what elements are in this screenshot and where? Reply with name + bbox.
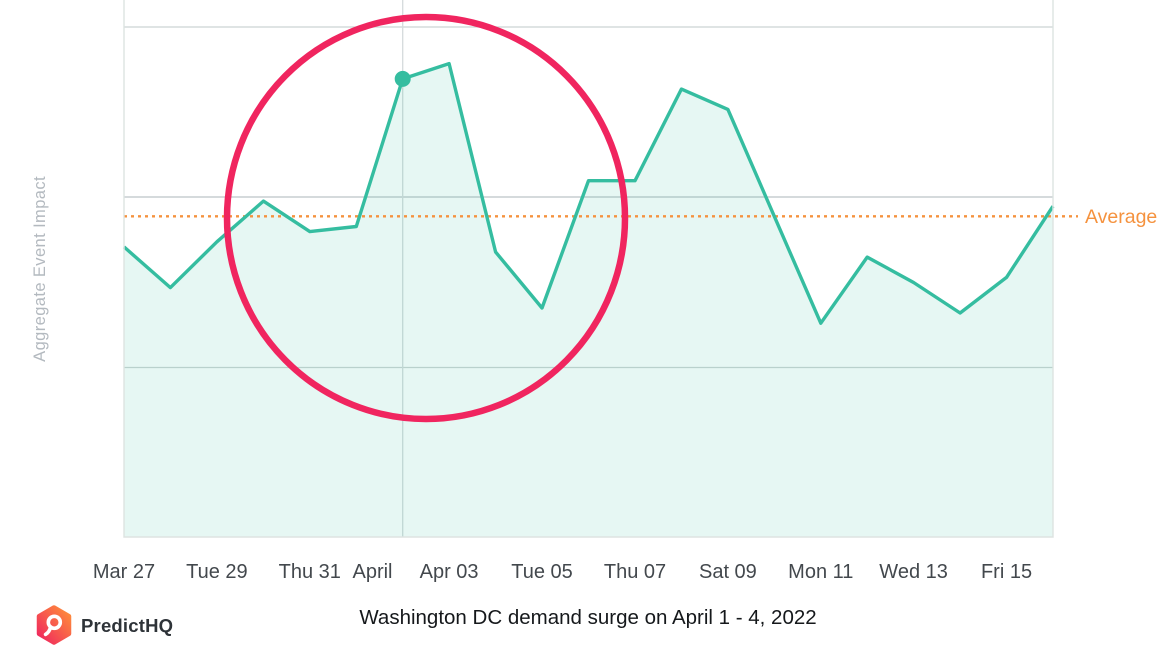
demand-line bbox=[122, 61, 1055, 325]
x-tick-label: Fri 15 bbox=[980, 561, 1033, 583]
area-fill bbox=[124, 63, 1053, 537]
x-tick-label: Mon 11 bbox=[788, 561, 854, 583]
brand-name: PredictHQ bbox=[81, 614, 174, 636]
average-line-label: Average bbox=[1085, 206, 1158, 228]
y-axis-label: Aggregate Event Impact bbox=[30, 175, 49, 362]
highlight-circle-annotation bbox=[223, 13, 629, 423]
x-tick-label: Mar 27 bbox=[92, 561, 156, 583]
x-tick-label: Thu 31 bbox=[278, 561, 341, 583]
figure-caption: Washington DC demand surge on April 1 - … bbox=[359, 606, 817, 629]
month-label: April bbox=[352, 561, 393, 583]
plot-border bbox=[123, 0, 1054, 538]
predicthq-hexagon-pin-icon bbox=[36, 605, 72, 645]
x-tick-label: Thu 07 bbox=[603, 561, 667, 583]
surge-marker-point[interactable] bbox=[394, 70, 411, 87]
x-tick-label: Wed 13 bbox=[879, 561, 948, 583]
y-axis-label-wrap: Aggregate Event Impact bbox=[16, 0, 64, 537]
x-tick-label: Tue 29 bbox=[186, 561, 248, 583]
x-axis-ticks: Mar 27 Tue 29 Thu 31 April Apr 03 Tue 05 Thu 0… bbox=[0, 561, 1176, 593]
brand-logo: PredictHQ bbox=[36, 605, 173, 646]
x-tick-label: Sat 09 bbox=[698, 561, 757, 583]
x-tick-label: Tue 05 bbox=[511, 561, 573, 583]
x-tick-label: Apr 03 bbox=[419, 561, 479, 583]
